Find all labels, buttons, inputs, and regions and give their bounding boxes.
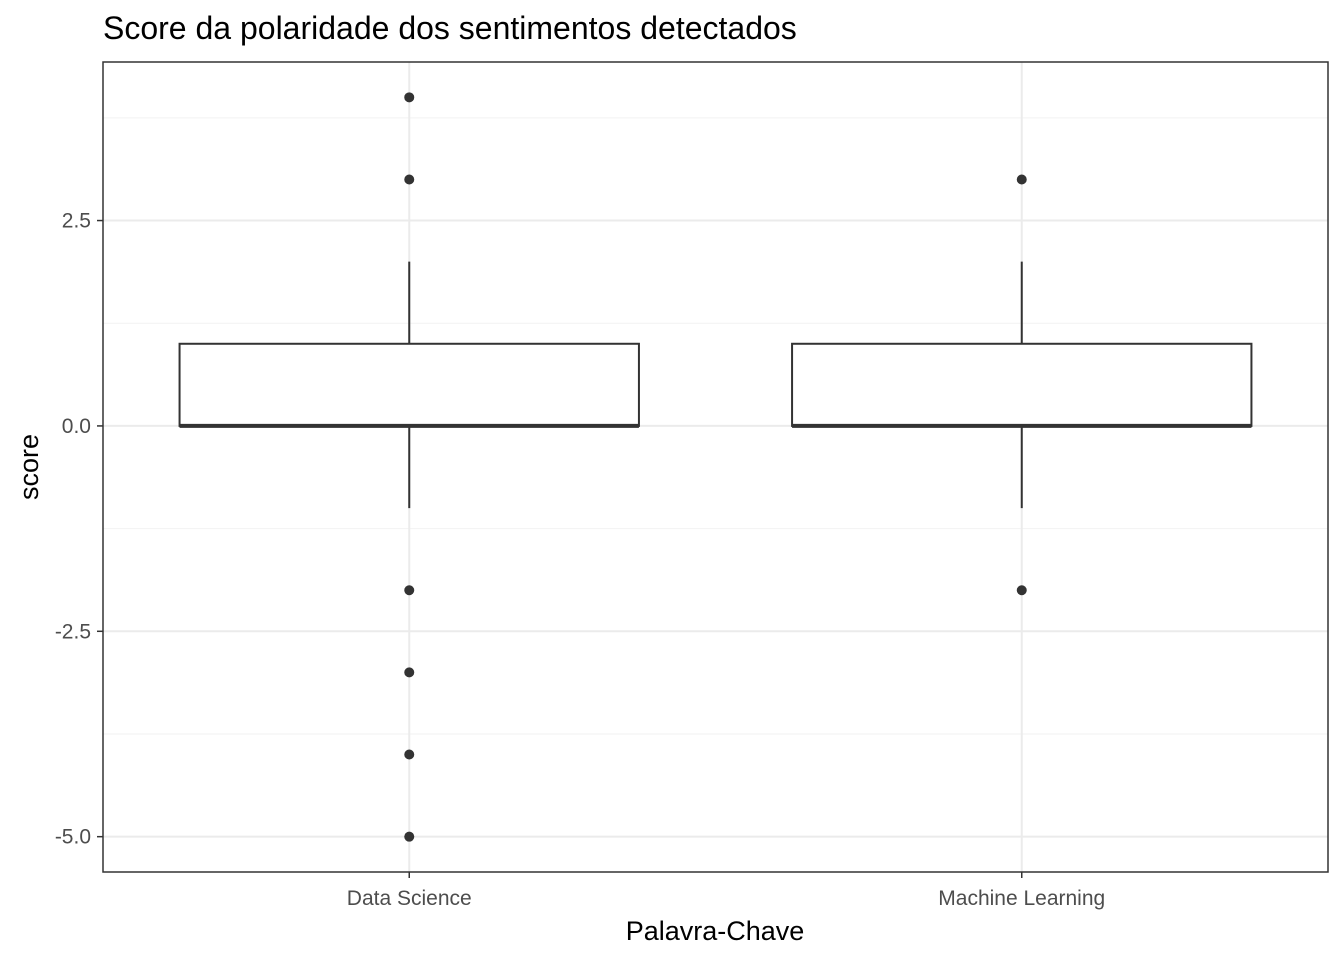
box bbox=[178, 342, 640, 427]
minor-gridlines bbox=[103, 117, 1328, 735]
chart-title: Score da polaridade dos sentimentos dete… bbox=[103, 10, 797, 46]
y-axis-title: score bbox=[14, 434, 44, 500]
boxes bbox=[178, 92, 1253, 842]
outlier-point bbox=[1016, 174, 1027, 185]
outlier-point bbox=[404, 831, 415, 842]
outlier-point bbox=[404, 174, 415, 185]
box bbox=[791, 342, 1253, 427]
outlier-point bbox=[1016, 585, 1027, 596]
y-axis: -5.0 -2.5 0.0 2.5 bbox=[55, 210, 103, 849]
y-tick-label: 2.5 bbox=[62, 210, 91, 233]
x-axis: Data Science Machine Learning bbox=[347, 872, 1105, 910]
x-axis-title: Palavra-Chave bbox=[626, 916, 805, 946]
y-tick-label: -5.0 bbox=[55, 826, 91, 849]
outlier-point bbox=[404, 667, 415, 678]
outlier-point bbox=[404, 749, 415, 760]
panel-border bbox=[102, 61, 1329, 873]
x-tick-label: Data Science bbox=[347, 887, 472, 910]
outlier-point bbox=[404, 92, 415, 103]
box-group bbox=[178, 92, 640, 842]
outlier-point bbox=[404, 585, 415, 596]
y-tick-label: 0.0 bbox=[62, 415, 91, 438]
y-tick-label: -2.5 bbox=[55, 620, 91, 643]
major-gridlines bbox=[103, 62, 1328, 872]
box-group bbox=[791, 174, 1253, 596]
x-tick-label: Machine Learning bbox=[938, 887, 1105, 910]
